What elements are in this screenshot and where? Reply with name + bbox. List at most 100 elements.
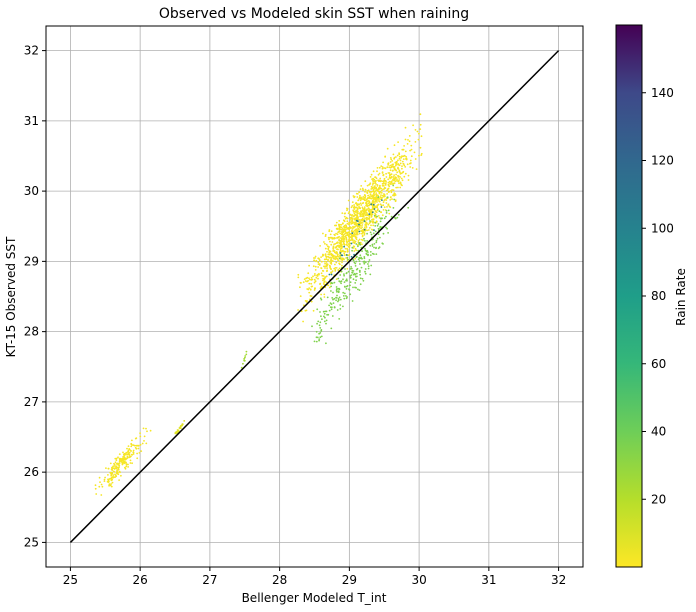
scatter-point bbox=[353, 204, 355, 206]
scatter-point bbox=[129, 450, 132, 452]
scatter-point bbox=[374, 221, 377, 224]
scatter-point bbox=[418, 132, 420, 135]
scatter-point bbox=[146, 430, 148, 433]
scatter-point bbox=[396, 216, 399, 219]
scatter-point bbox=[381, 166, 384, 168]
x-tick-label: 29 bbox=[342, 573, 357, 587]
scatter-point bbox=[381, 167, 384, 170]
scatter-point bbox=[117, 469, 120, 471]
scatter-point bbox=[397, 166, 399, 169]
scatter-point bbox=[368, 191, 371, 193]
scatter-point bbox=[369, 273, 372, 276]
scatter-point bbox=[320, 298, 323, 301]
scatter-point bbox=[318, 338, 321, 340]
scatter-point bbox=[379, 184, 381, 187]
scatter-point bbox=[382, 161, 384, 164]
scatter-point bbox=[364, 270, 366, 273]
scatter-point bbox=[319, 283, 321, 285]
scatter-point bbox=[328, 273, 331, 276]
scatter-point bbox=[337, 255, 340, 258]
scatter-point bbox=[385, 215, 387, 218]
scatter-point bbox=[361, 219, 363, 222]
scatter-point bbox=[358, 238, 361, 241]
scatter-point bbox=[325, 310, 328, 313]
scatter-point bbox=[180, 424, 183, 427]
scatter-point bbox=[328, 304, 330, 307]
scatter-point bbox=[369, 182, 372, 185]
scatter-point bbox=[365, 209, 367, 212]
scatter-point bbox=[360, 185, 363, 187]
scatter-point bbox=[377, 196, 380, 199]
scatter-point bbox=[135, 437, 138, 439]
scatter-point bbox=[118, 479, 120, 481]
scatter-point bbox=[395, 173, 397, 176]
scatter-point bbox=[338, 236, 341, 238]
scatter-point bbox=[370, 233, 373, 236]
scatter-point bbox=[364, 190, 366, 193]
scatter-point bbox=[315, 336, 318, 339]
scatter-point bbox=[299, 295, 302, 297]
scatter-point bbox=[339, 260, 341, 263]
scatter-point bbox=[361, 235, 364, 238]
scatter-point bbox=[396, 154, 399, 157]
scatter-point bbox=[351, 205, 354, 207]
scatter-point bbox=[407, 179, 410, 181]
scatter-point bbox=[367, 202, 370, 205]
scatter-point bbox=[349, 293, 352, 296]
scatter-point bbox=[105, 467, 107, 469]
scatter-point bbox=[389, 206, 392, 209]
scatter-point bbox=[111, 466, 113, 469]
scatter-point bbox=[325, 258, 328, 260]
scatter-point bbox=[378, 210, 381, 213]
scatter-point bbox=[346, 222, 349, 225]
scatter-point bbox=[372, 182, 375, 185]
scatter-point bbox=[378, 246, 381, 249]
scatter-point bbox=[361, 224, 364, 226]
scatter-point bbox=[98, 485, 101, 488]
scatter-point bbox=[330, 290, 332, 292]
scatter-point bbox=[325, 342, 327, 345]
scatter-point bbox=[374, 202, 376, 204]
scatter-point bbox=[340, 238, 343, 240]
scatter-point bbox=[318, 272, 320, 275]
scatter-point bbox=[376, 201, 378, 203]
scatter-point bbox=[352, 270, 355, 272]
scatter-point bbox=[340, 280, 343, 283]
scatter-point bbox=[326, 313, 328, 316]
scatter-point bbox=[324, 316, 326, 319]
scatter-point bbox=[394, 168, 397, 171]
scatter-point bbox=[377, 215, 380, 217]
scatter-point bbox=[383, 182, 385, 185]
scatter-point bbox=[313, 259, 315, 262]
scatter-point bbox=[347, 258, 349, 261]
scatter-point bbox=[334, 269, 337, 271]
scatter-point bbox=[333, 297, 336, 300]
scatter-point bbox=[176, 430, 179, 433]
scatter-point bbox=[340, 282, 342, 285]
scatter-point bbox=[334, 243, 337, 245]
scatter-point bbox=[367, 189, 370, 192]
scatter-point bbox=[366, 214, 369, 217]
scatter-point bbox=[350, 266, 352, 268]
scatter-point bbox=[377, 233, 380, 236]
scatter-point bbox=[115, 459, 118, 462]
scatter-point bbox=[371, 245, 374, 247]
scatter-point bbox=[360, 204, 363, 206]
scatter-point bbox=[408, 140, 411, 143]
scatter-point bbox=[98, 476, 101, 479]
scatter-point bbox=[348, 234, 350, 236]
scatter-point bbox=[390, 183, 392, 186]
scatter-point bbox=[418, 154, 420, 157]
scatter-point bbox=[386, 227, 388, 230]
scatter-point bbox=[394, 217, 397, 220]
colorbar-tick-label: 20 bbox=[651, 492, 666, 506]
scatter-point bbox=[331, 270, 334, 272]
scatter-point bbox=[376, 189, 379, 191]
scatter-point bbox=[138, 452, 141, 454]
scatter-point bbox=[342, 278, 344, 281]
scatter-point bbox=[347, 240, 350, 243]
scatter-point bbox=[404, 172, 407, 175]
scatter-point bbox=[354, 282, 357, 284]
scatter-point bbox=[385, 212, 388, 214]
scatter-point bbox=[311, 325, 313, 328]
